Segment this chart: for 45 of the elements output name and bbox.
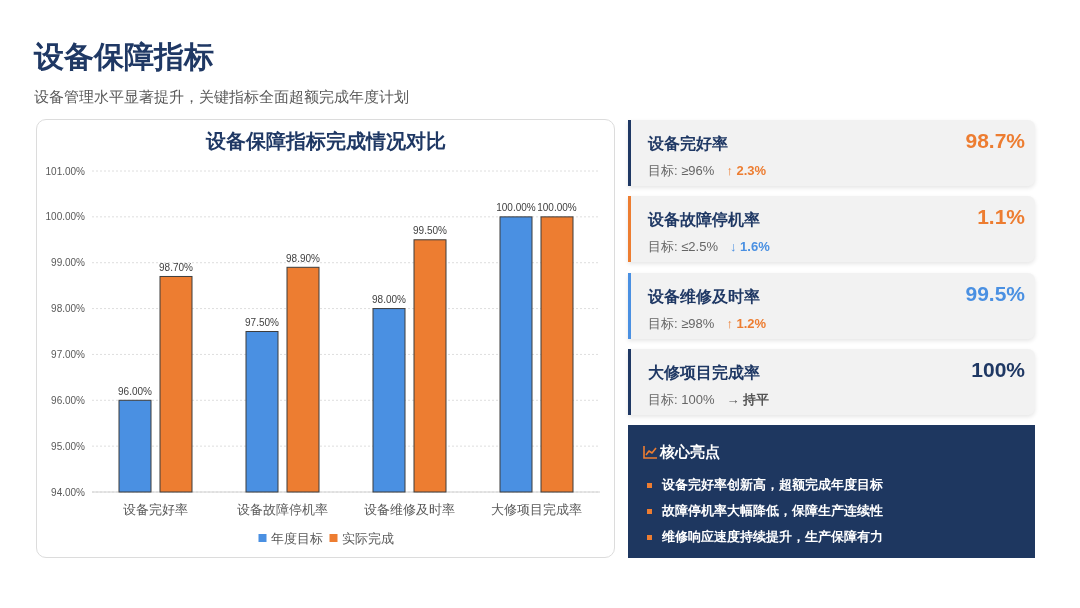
data-label: 100.00%: [537, 202, 577, 214]
text: 设备管理水平显著提升，关键指标全面超额完成年度计划: [34, 88, 409, 106]
text: 目标: ≤2.5%: [648, 239, 718, 255]
y-tick-label: 95.00%: [51, 440, 86, 452]
text: 设备维修及时率: [648, 286, 760, 307]
text: 目标: ≥96%: [648, 163, 715, 178]
text: 目标: 100%: [648, 391, 715, 407]
data-label: 97.50%: [245, 317, 280, 328]
y-tick-label: 97.00%: [51, 348, 86, 360]
text: ↑ 1.2%: [726, 315, 767, 331]
y-tick-label: 98.00%: [51, 303, 86, 315]
text: 设备完好率创新高，超额完成年度目标: [662, 476, 883, 494]
y-tick-label: 100.00%: [45, 211, 86, 223]
data-label: 98.70%: [159, 261, 194, 273]
text: ↑ 2.3%: [726, 163, 767, 178]
data-label: 98.90%: [286, 252, 321, 264]
x-tick-label: 设备故障停机率: [237, 501, 328, 517]
y-tick-label: 94.00%: [51, 486, 86, 498]
data-label: 96.00%: [118, 385, 153, 397]
x-tick-label: 大修项目完成率: [491, 501, 582, 517]
text: 故障停机率大幅降低，保障生产连续性: [662, 502, 883, 520]
y-tick-label: 99.00%: [51, 257, 86, 269]
text: → 持平: [726, 391, 770, 407]
text: 设备故障停机率: [648, 210, 760, 231]
chart-title: 设备保障指标完成情况对比: [205, 130, 446, 152]
data-label: 100.00%: [496, 202, 536, 214]
x-tick-label: 设备完好率: [123, 501, 188, 517]
text: 大修项目完成率: [648, 362, 760, 383]
y-tick-label: 96.00%: [51, 394, 86, 406]
text: 目标: ≥98%: [648, 315, 715, 331]
data-label: 99.50%: [413, 225, 448, 237]
legend-label: 年度目标: [270, 530, 323, 546]
text: 维修响应速度持续提升，生产保障有力: [662, 528, 883, 546]
text: 98.7%: [965, 129, 1025, 152]
text: 100%: [971, 357, 1025, 381]
data-label: 98.00%: [372, 294, 407, 306]
text: 99.5%: [965, 281, 1025, 305]
legend-label: 实际完成: [341, 530, 394, 546]
text: 核心亮点: [660, 443, 720, 461]
text: 1.1%: [977, 205, 1025, 229]
text: 设备保障指标: [34, 40, 214, 74]
y-tick-label: 101.00%: [45, 165, 86, 177]
text: ↓ 1.6%: [730, 239, 770, 255]
text: 设备完好率: [648, 134, 728, 154]
x-tick-label: 设备维修及时率: [364, 501, 455, 517]
